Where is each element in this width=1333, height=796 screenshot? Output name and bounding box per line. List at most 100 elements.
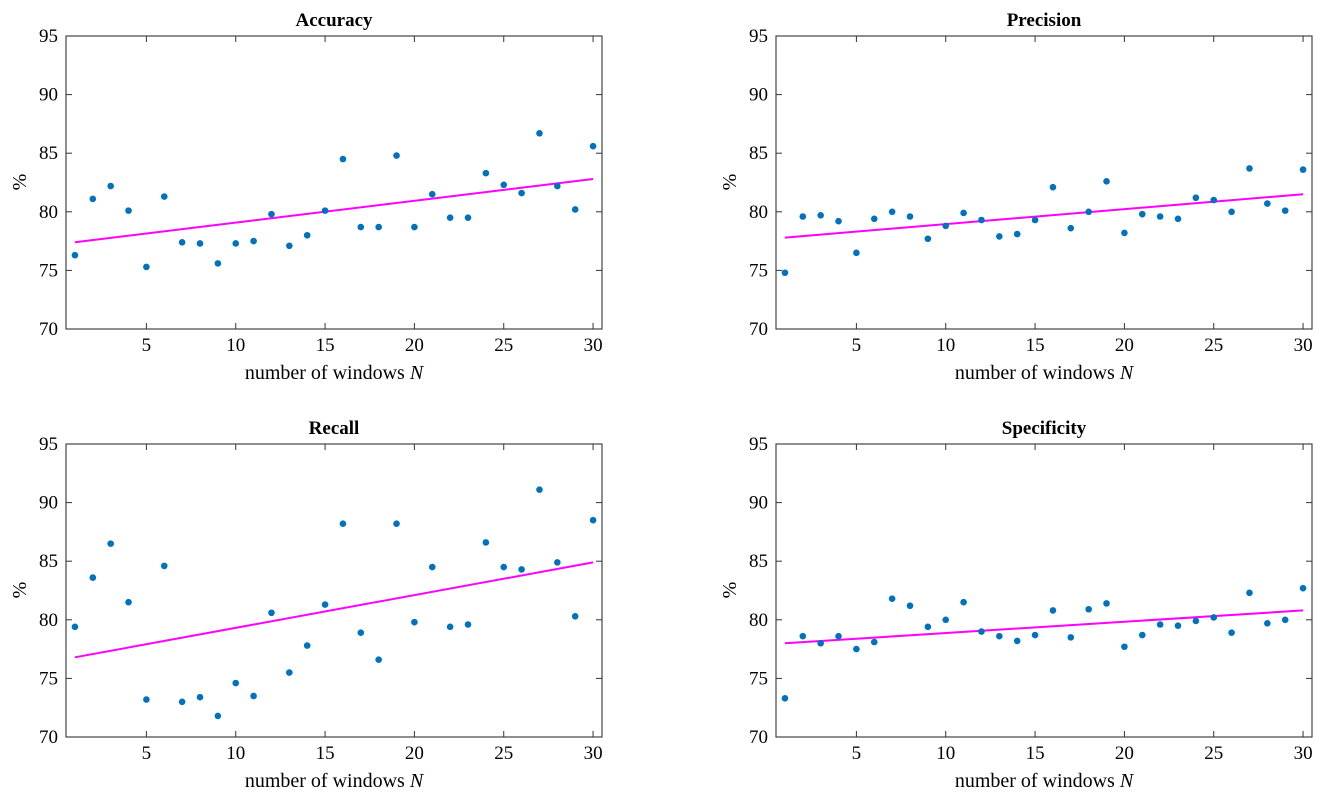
axes-box: [65, 35, 603, 330]
data-point: [589, 142, 597, 150]
x-tick-label: 5: [142, 335, 152, 356]
x-tick-label: 30: [584, 743, 603, 764]
x-axis-variable: N: [1119, 362, 1135, 384]
x-axis-label: number of windows N: [955, 770, 1135, 792]
x-axis-label-text: number of windows: [955, 362, 1115, 384]
trend-line: [74, 177, 594, 244]
y-tick-label: 85: [39, 143, 58, 164]
data-point: [1013, 637, 1021, 645]
data-point: [1228, 629, 1235, 636]
data-point: [924, 623, 932, 631]
x-axis-label: number of windows N: [245, 770, 425, 792]
data-point: [978, 628, 985, 635]
data-point: [178, 238, 186, 246]
data-point: [978, 216, 985, 224]
data-point: [160, 562, 168, 570]
x-tick-label: 15: [316, 743, 335, 764]
y-axis-label: %: [9, 582, 31, 599]
y-tick-label: 95: [39, 434, 58, 455]
data-point: [482, 169, 490, 177]
data-point: [853, 249, 860, 257]
data-point: [143, 263, 150, 271]
data-point: [571, 612, 579, 620]
data-point: [817, 212, 824, 219]
data-point: [870, 638, 878, 646]
data-point: [393, 152, 400, 159]
y-tick-label: 95: [749, 26, 768, 47]
data-point: [799, 632, 807, 640]
y-tick-label: 95: [39, 26, 58, 47]
data-point: [1156, 621, 1164, 628]
y-tick-label: 75: [749, 260, 768, 281]
data-point: [214, 260, 222, 267]
data-point: [357, 223, 365, 231]
data-point: [960, 598, 967, 606]
y-tick-label: 85: [749, 143, 768, 164]
data-point: [1210, 614, 1218, 621]
data-point: [339, 155, 347, 163]
data-point: [924, 235, 932, 243]
subplot-recall: Recall 5 10 15 20 25 30 70 75 80 85 90 95 number of…: [9, 418, 603, 792]
x-tick-label: 10: [226, 743, 245, 764]
y-tick-label: 75: [749, 668, 768, 689]
y-tick-label: 90: [749, 85, 768, 106]
data-point: [268, 210, 275, 218]
data-point: [870, 215, 878, 223]
y-axis-label: %: [9, 174, 31, 191]
data-point: [906, 602, 914, 610]
data-point: [1281, 616, 1289, 624]
trend-line: [784, 609, 1304, 645]
data-point: [214, 712, 222, 720]
data-point: [125, 598, 132, 606]
x-tick-label: 25: [494, 743, 513, 764]
data-point: [536, 486, 543, 494]
data-point: [1031, 216, 1039, 224]
x-axis-label-text: number of windows: [955, 770, 1115, 792]
x-tick-label: 5: [142, 743, 152, 764]
data-point: [1210, 196, 1218, 204]
x-tick-label: 5: [852, 743, 862, 764]
data-point: [250, 692, 257, 700]
data-point: [1156, 213, 1164, 220]
x-tick-label: 10: [936, 335, 955, 356]
subplot-specificity: Specificity 5 10 15 20 25 30 70 75 80 85 90 95 numb…: [719, 418, 1313, 792]
y-axis-label: %: [719, 582, 741, 599]
data-point: [303, 231, 311, 239]
axes-box: [65, 443, 603, 738]
data-point: [375, 223, 382, 231]
x-tick-label: 20: [1115, 335, 1134, 356]
y-tick-label: 70: [749, 319, 768, 340]
data-point: [1138, 631, 1146, 639]
x-tick-label: 25: [1204, 743, 1223, 764]
x-axis-label-text: number of windows: [245, 770, 405, 792]
x-tick-label: 15: [1026, 335, 1045, 356]
x-axis-variable: N: [409, 362, 425, 384]
subplot-precision: Precision 5 10 15 20 25 30 70 75 80 85 90 95 number…: [719, 10, 1313, 384]
data-point: [1049, 183, 1057, 191]
data-point: [268, 609, 275, 617]
data-point: [1121, 643, 1128, 651]
trend-line: [74, 561, 594, 659]
data-point: [799, 213, 807, 220]
data-point: [996, 233, 1003, 240]
y-axis-label: %: [719, 174, 741, 191]
data-point: [996, 632, 1003, 640]
y-tick-label: 75: [39, 260, 58, 281]
data-point: [536, 129, 543, 137]
data-point: [906, 213, 914, 220]
data-point: [942, 222, 950, 230]
x-tick-label: 30: [584, 335, 603, 356]
x-tick-label: 20: [405, 335, 424, 356]
data-point: [482, 539, 490, 546]
y-tick-label: 90: [39, 85, 58, 106]
y-tick-label: 90: [39, 493, 58, 514]
y-tick-label: 85: [749, 551, 768, 572]
data-point: [518, 189, 525, 197]
x-axis-variable: N: [1119, 770, 1135, 792]
data-point: [232, 240, 240, 247]
data-point: [428, 563, 436, 571]
data-point: [428, 190, 436, 198]
data-point: [1246, 589, 1253, 597]
y-tick-label: 90: [749, 493, 768, 514]
data-point: [888, 208, 896, 216]
